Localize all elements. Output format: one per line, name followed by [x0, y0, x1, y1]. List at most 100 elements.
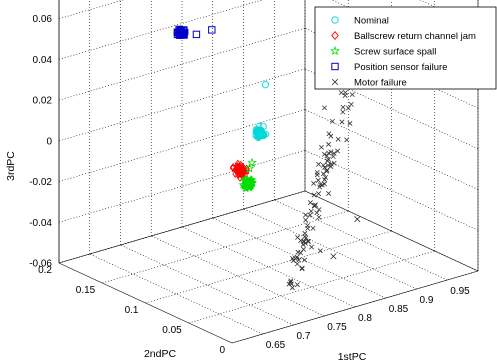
- data-point-stroke: [298, 250, 304, 256]
- data-point: [307, 212, 313, 218]
- data-point: [255, 128, 262, 135]
- z-tick-label: 0.02: [33, 96, 53, 107]
- legend-marker: [331, 16, 339, 24]
- data-point: [310, 225, 316, 231]
- data-point-stroke: [288, 278, 294, 284]
- data-point: [349, 92, 355, 98]
- wall-gridline-z: [58, 27, 306, 101]
- legend-marker: [331, 31, 339, 40]
- data-point-stroke: [308, 208, 314, 214]
- data-point: [307, 200, 313, 206]
- x-tick-label: 0.75: [327, 322, 347, 333]
- data-point: [244, 179, 253, 189]
- data-point: [295, 234, 301, 240]
- data-point: [263, 131, 270, 138]
- data-point-stroke: [301, 239, 307, 244]
- data-point-stroke: [316, 161, 322, 167]
- data-point: [288, 278, 294, 284]
- data-point: [306, 238, 312, 244]
- wall-gridline-z: [58, 0, 125, 20]
- z-tick-label: 0.06: [33, 14, 53, 25]
- data-point-stroke: [335, 136, 341, 142]
- data-point: [238, 168, 245, 177]
- data-point: [342, 93, 348, 99]
- data-point-stroke: [317, 248, 323, 254]
- data-point: [344, 137, 350, 143]
- data-point-stroke: [320, 162, 326, 168]
- floor-gridline-x: [181, 226, 356, 308]
- data-point: [330, 153, 336, 159]
- data-point: [335, 148, 341, 154]
- legend-entry-label: Nominal: [354, 16, 389, 27]
- data-point-stroke: [321, 181, 327, 187]
- z-tick-label: -0.06: [29, 259, 52, 270]
- wall-gridline-z: [58, 0, 264, 60]
- data-point-stroke: [322, 105, 327, 111]
- data-point: [317, 248, 323, 254]
- legend-marker: [330, 45, 340, 56]
- data-point-stroke: [289, 285, 295, 291]
- y-tick-label: 0.2: [38, 265, 52, 276]
- data-point: [325, 162, 331, 168]
- data-point-stroke: [328, 133, 334, 139]
- data-point: [324, 153, 330, 159]
- data-point-stroke: [328, 149, 334, 155]
- data-point-stroke: [324, 168, 330, 174]
- data-point-stroke: [311, 192, 317, 198]
- data-point-stroke: [301, 246, 306, 252]
- y-tick-label: 0: [219, 345, 225, 356]
- data-point: [339, 119, 345, 125]
- data-point: [301, 246, 306, 252]
- data-point-stroke: [340, 104, 346, 110]
- data-point: [236, 166, 243, 175]
- z-tick-label: -0.04: [29, 218, 52, 229]
- legend-marker: [331, 62, 339, 71]
- data-point: [321, 151, 327, 157]
- y-axis-label: 2ndPC: [144, 348, 177, 360]
- data-point: [328, 149, 334, 155]
- data-point: [314, 169, 320, 175]
- data-point: [296, 257, 302, 263]
- data-point-stroke: [316, 191, 322, 197]
- data-point: [322, 105, 327, 111]
- data-point: [314, 210, 320, 216]
- data-point: [302, 257, 308, 263]
- data-point-stroke: [311, 180, 317, 186]
- data-point-stroke: [315, 177, 321, 183]
- x-tick-label: 0.9: [420, 295, 434, 306]
- legend: Nominal Ballscrew return channel jam Screw…: [314, 6, 497, 90]
- data-point-stroke: [344, 137, 350, 143]
- data-point: [331, 160, 337, 166]
- x-tick-label: 0.85: [389, 304, 409, 315]
- data-point: [309, 244, 315, 250]
- floor-gridline-x: [120, 244, 294, 326]
- legend-marker: [331, 78, 339, 86]
- z-tick-label: 0: [46, 136, 52, 147]
- data-points: [173, 25, 361, 291]
- data-point-stroke: [342, 93, 348, 99]
- data-point: [302, 234, 308, 240]
- data-point-stroke: [330, 253, 337, 260]
- data-point-stroke: [331, 150, 337, 156]
- data-point: [229, 164, 237, 173]
- legend-entry-label: Position sensor failure: [354, 62, 447, 73]
- data-point-stroke: [307, 200, 313, 206]
- y-tick-label: 0.05: [162, 325, 182, 336]
- data-point-stroke: [321, 151, 327, 157]
- data-point: [259, 132, 266, 139]
- data-point-stroke: [324, 153, 330, 159]
- data-point-stroke: [325, 162, 331, 168]
- data-point: [340, 104, 346, 110]
- data-point: [244, 163, 255, 173]
- data-point-stroke: [295, 234, 301, 240]
- x-axis-label: 1stPC: [338, 351, 367, 363]
- floor-gridline-y: [188, 250, 435, 324]
- data-point-stroke: [305, 225, 311, 231]
- data-point: [322, 165, 328, 170]
- data-point-stroke: [294, 261, 300, 267]
- data-point-stroke: [295, 249, 301, 255]
- data-point-stroke: [340, 109, 346, 115]
- data-point: [175, 32, 182, 39]
- data-point: [288, 279, 294, 285]
- data-point: [316, 214, 322, 220]
